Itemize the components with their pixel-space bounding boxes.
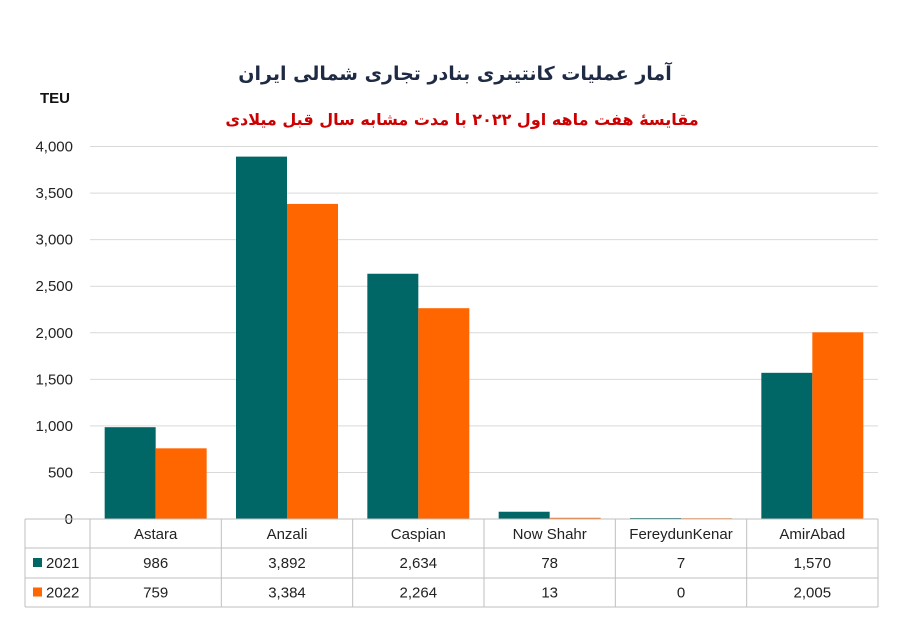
bar-2021-Caspian	[367, 273, 419, 519]
bar-2022-Caspian	[418, 308, 470, 519]
y-tick-label: 1,000	[35, 418, 73, 435]
data-label: 986	[143, 555, 168, 572]
bars	[104, 156, 864, 520]
data-label: 2,634	[400, 555, 438, 572]
data-label: 78	[541, 555, 558, 572]
chart-title: آمار عملیات کانتینری بنادر تجاری شمالی ا…	[238, 61, 672, 85]
x-tick-label: Now Shahr	[513, 526, 587, 543]
data-label: 1,570	[794, 555, 832, 572]
bar-2022-Anzali	[287, 203, 338, 520]
legend-label-2021: 2021	[46, 555, 79, 572]
y-tick-label: 3,000	[35, 232, 73, 249]
data-label: 2,005	[794, 585, 832, 602]
legend-label-2022: 2022	[46, 585, 79, 602]
y-axis-label: TEU	[40, 90, 70, 107]
data-label: 3,892	[268, 555, 306, 572]
chart-subtitle: مقایسهٔ هفت ماهه اول ۲۰۲۲ با مدت مشابه س…	[225, 110, 698, 129]
y-tick-label: 4,000	[35, 139, 73, 156]
bar-2021-Astara	[104, 427, 156, 519]
x-tick-label: Anzali	[267, 526, 308, 543]
x-tick-label: FereydunKenar	[629, 526, 732, 543]
data-label: 759	[143, 585, 168, 602]
data-table: Astara Anzali Caspian Now Shahr FereydunKena…	[24, 518, 879, 608]
y-tick-label: 2,000	[35, 325, 73, 342]
bar-2022-Astara	[155, 448, 207, 519]
y-tick-label: 500	[48, 464, 73, 481]
bar-2021-Anzali	[236, 156, 287, 519]
data-label: 2,264	[400, 585, 438, 602]
bar-2022-AmirAbad	[812, 332, 864, 519]
gridlines	[90, 146, 878, 473]
y-tick-label: 1,500	[35, 371, 73, 388]
y-tick-label: 2,500	[35, 278, 73, 295]
data-label: 3,384	[268, 585, 306, 602]
bar-2022-Now-Shahr	[549, 517, 601, 519]
data-label: 0	[677, 585, 685, 602]
legend-swatch-2021	[33, 558, 42, 567]
bar-2021-Now-Shahr	[498, 511, 550, 519]
data-label: 7	[677, 555, 685, 572]
x-tick-label: AmirAbad	[779, 526, 845, 543]
legend-swatch-2022	[33, 587, 42, 597]
y-tick-label: 3,500	[35, 185, 73, 202]
x-tick-label: Astara	[134, 526, 178, 543]
data-label: 13	[541, 585, 558, 602]
bar-2021-AmirAbad	[761, 372, 813, 519]
x-tick-label: Caspian	[391, 526, 446, 543]
